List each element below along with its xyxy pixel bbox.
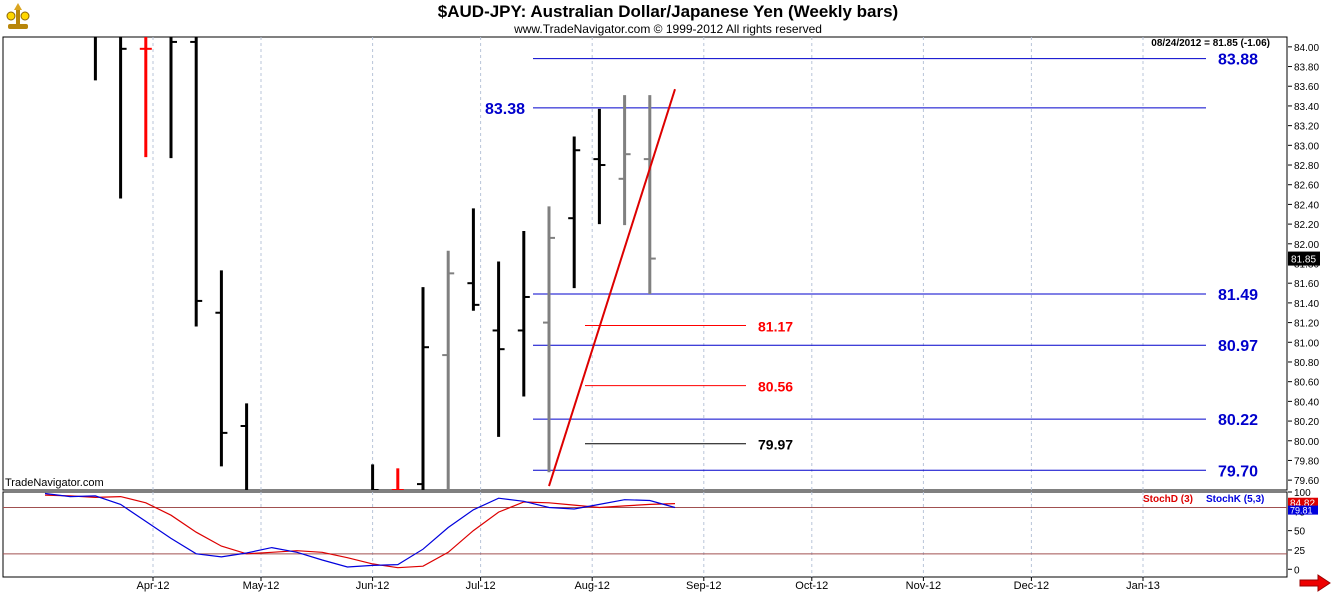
stochastic-panel: 1007550250StochD (3)StochK (5,3)84.8279.…	[2, 488, 1318, 578]
y-tick-label: 82.00	[1294, 240, 1319, 251]
y-tick-label: 25	[1294, 546, 1306, 557]
y-tick-label: 82.20	[1294, 220, 1319, 231]
y-tick-label: 83.60	[1294, 82, 1319, 93]
y-tick-label: 80.60	[1294, 378, 1319, 389]
x-tick-label: Aug-12	[574, 580, 609, 592]
y-tick-label: 79.80	[1294, 456, 1319, 467]
y-tick-label: 83.20	[1294, 122, 1319, 133]
level-label: 79.97	[758, 437, 793, 453]
last-value-label: 08/24/2012 = 81.85 (-1.06)	[1151, 38, 1270, 49]
x-tick-label: Nov-12	[906, 580, 941, 592]
y-tick-label: 100	[1294, 488, 1311, 499]
x-tick-label: Oct-12	[795, 580, 828, 592]
series-line-stochd	[44, 494, 676, 569]
y-tick-label: 80.00	[1294, 437, 1319, 448]
copyright-text: www.TradeNavigator.com © 1999-2012 All r…	[514, 22, 822, 36]
y-tick-label: 83.00	[1294, 141, 1319, 152]
x-tick-label: Jan-13	[1126, 580, 1160, 592]
level-label: 79.70	[1218, 463, 1258, 480]
x-tick-label: Dec-12	[1014, 580, 1049, 592]
y-tick-label: 82.60	[1294, 181, 1319, 192]
y-tick-label: 83.40	[1294, 102, 1319, 113]
x-tick-label: Jul-12	[466, 580, 496, 592]
level-label: 80.22	[1218, 412, 1258, 429]
x-tick-label: May-12	[243, 580, 280, 592]
y-tick-label: 81.60	[1294, 279, 1319, 290]
chart-title: $AUD-JPY: Australian Dollar/Japanese Yen…	[437, 2, 899, 21]
y-tick-label: 81.00	[1294, 338, 1319, 349]
legend-stochk: StochK (5,3)	[1206, 494, 1264, 505]
stochastic-panel-frame	[2, 491, 1288, 578]
level-label: 83.88	[1218, 52, 1258, 69]
ohlc-bars	[93, 37, 656, 490]
legend-stochd: StochD (3)	[1143, 494, 1193, 505]
price-panel-frame	[2, 36, 1288, 491]
stochk-value-marker	[1288, 505, 1318, 515]
last-value-marker	[1288, 251, 1320, 266]
level-label: 80.97	[1218, 338, 1258, 355]
y-tick-label: 83.80	[1294, 63, 1319, 74]
x-tick-label: Apr-12	[136, 580, 169, 592]
y-tick-label: 84.00	[1294, 43, 1319, 54]
trade-navigator-logo-icon	[3, 2, 33, 32]
y-tick-label: 79.60	[1294, 476, 1319, 487]
stochd-value-marker	[1288, 497, 1318, 509]
trend-line	[548, 88, 676, 487]
y-tick-label: 82.80	[1294, 161, 1319, 172]
x-axis: Apr-12 May-12 Jun-12 Jul-12 Aug-12 Sep-12 Oct-…	[136, 577, 1160, 592]
scroll-right-arrow-icon[interactable]	[1298, 574, 1332, 592]
x-tick-label: Sep-12	[686, 580, 721, 592]
last-value-marker-text: 81.85	[1291, 255, 1316, 266]
y-tick-label: 0	[1294, 565, 1300, 576]
level-label: 81.49	[1218, 287, 1258, 304]
y-tick-label: 80.20	[1294, 417, 1319, 428]
level-label: 81.17	[758, 319, 793, 335]
watermark-text: TradeNavigator.com	[5, 477, 104, 489]
price-panel: 84.00 83.80 83.60 83.40 83.20 83.00 82.80 82.60…	[2, 36, 1320, 491]
stochk-value-text: 79.81	[1290, 506, 1313, 516]
y-tick-label: 80.80	[1294, 358, 1319, 369]
level-label: 83.38	[485, 101, 525, 118]
stochd-value-text: 84.82	[1290, 499, 1315, 510]
x-tick-label: Jun-12	[356, 580, 390, 592]
y-tick-label: 82.40	[1294, 200, 1319, 211]
y-tick-label: 50	[1294, 527, 1306, 538]
level-label: 80.56	[758, 379, 793, 395]
y-tick-label: 81.20	[1294, 319, 1319, 330]
y-tick-label: 80.40	[1294, 397, 1319, 408]
series-line-stochk	[44, 492, 676, 568]
y-tick-label: 81.40	[1294, 299, 1319, 310]
